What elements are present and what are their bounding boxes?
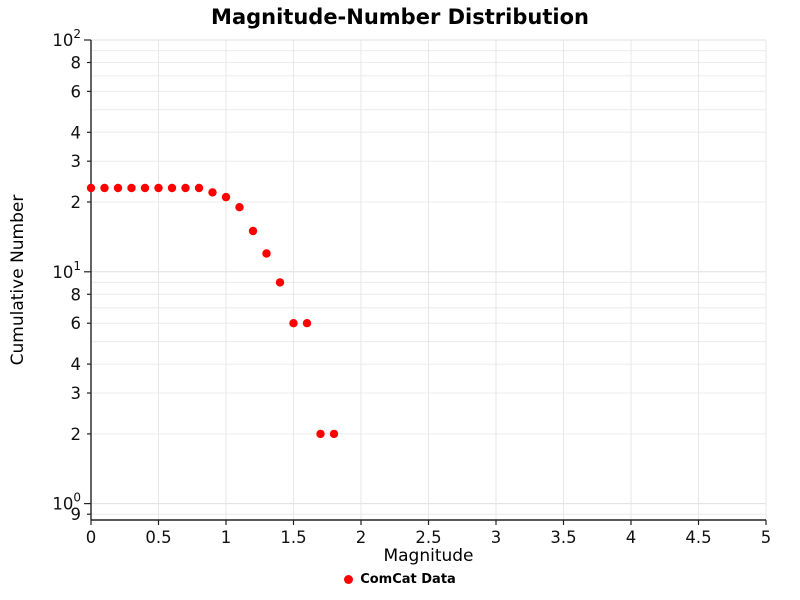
data-point <box>208 188 217 197</box>
data-point <box>262 249 271 258</box>
data-point <box>302 319 312 328</box>
data-point <box>248 226 258 236</box>
data-point <box>167 183 177 193</box>
y-tick-label: 8 <box>71 285 82 304</box>
x-tick-label: 0 <box>86 528 97 547</box>
x-tick-label: 3 <box>491 528 502 547</box>
y-tick-label: 8 <box>71 54 82 73</box>
x-tick-label: 4 <box>626 528 637 547</box>
y-tick-label: 101 <box>52 259 81 282</box>
data-point <box>275 278 285 287</box>
y-tick-label: 9 <box>71 505 82 524</box>
data-point <box>316 429 325 439</box>
y-tick-label: 4 <box>71 355 82 374</box>
y-tick-label: 6 <box>71 82 82 101</box>
legend: ComCat Data <box>0 572 800 587</box>
y-tick-label: 3 <box>71 152 82 171</box>
x-tick-label: 2.5 <box>415 528 441 547</box>
chart-title: Magnitude-Number Distribution <box>211 5 589 29</box>
legend-marker-icon <box>344 575 354 584</box>
x-tick-label: 5 <box>761 528 772 547</box>
y-tick-label: 102 <box>52 27 81 50</box>
data-point <box>154 183 163 193</box>
y-axis-title: Cumulative Number <box>8 194 28 366</box>
y-tick-label: 2 <box>71 193 82 212</box>
data-point <box>113 183 123 193</box>
data-point <box>194 183 204 193</box>
x-tick-label: 4.5 <box>685 528 711 547</box>
y-tick-label: 3 <box>71 384 82 403</box>
data-point <box>221 192 231 202</box>
y-tick-label: 4 <box>71 123 82 142</box>
data-point <box>235 203 244 212</box>
data-point <box>329 429 339 439</box>
x-tick-label: 1.5 <box>280 528 306 547</box>
series-comcat-data <box>86 183 339 439</box>
x-axis-title: Magnitude <box>383 546 474 566</box>
gridlines <box>91 39 767 520</box>
x-tick-label: 0.5 <box>145 528 171 547</box>
x-tick-label: 2 <box>356 528 367 547</box>
data-point <box>140 183 150 193</box>
data-point <box>127 183 136 193</box>
x-tick-label: 1 <box>221 528 232 547</box>
legend-label: ComCat Data <box>360 572 456 587</box>
data-point <box>86 183 96 193</box>
data-point <box>289 319 298 328</box>
y-tick-label: 6 <box>71 314 82 333</box>
data-point <box>181 183 190 193</box>
x-axis-ticks: 0 0.5 1 1.5 2 2.5 3 3.5 4 4.5 5 <box>86 520 772 547</box>
data-point <box>100 183 109 193</box>
x-tick-label: 3.5 <box>550 528 576 547</box>
y-tick-label: 2 <box>71 425 82 444</box>
